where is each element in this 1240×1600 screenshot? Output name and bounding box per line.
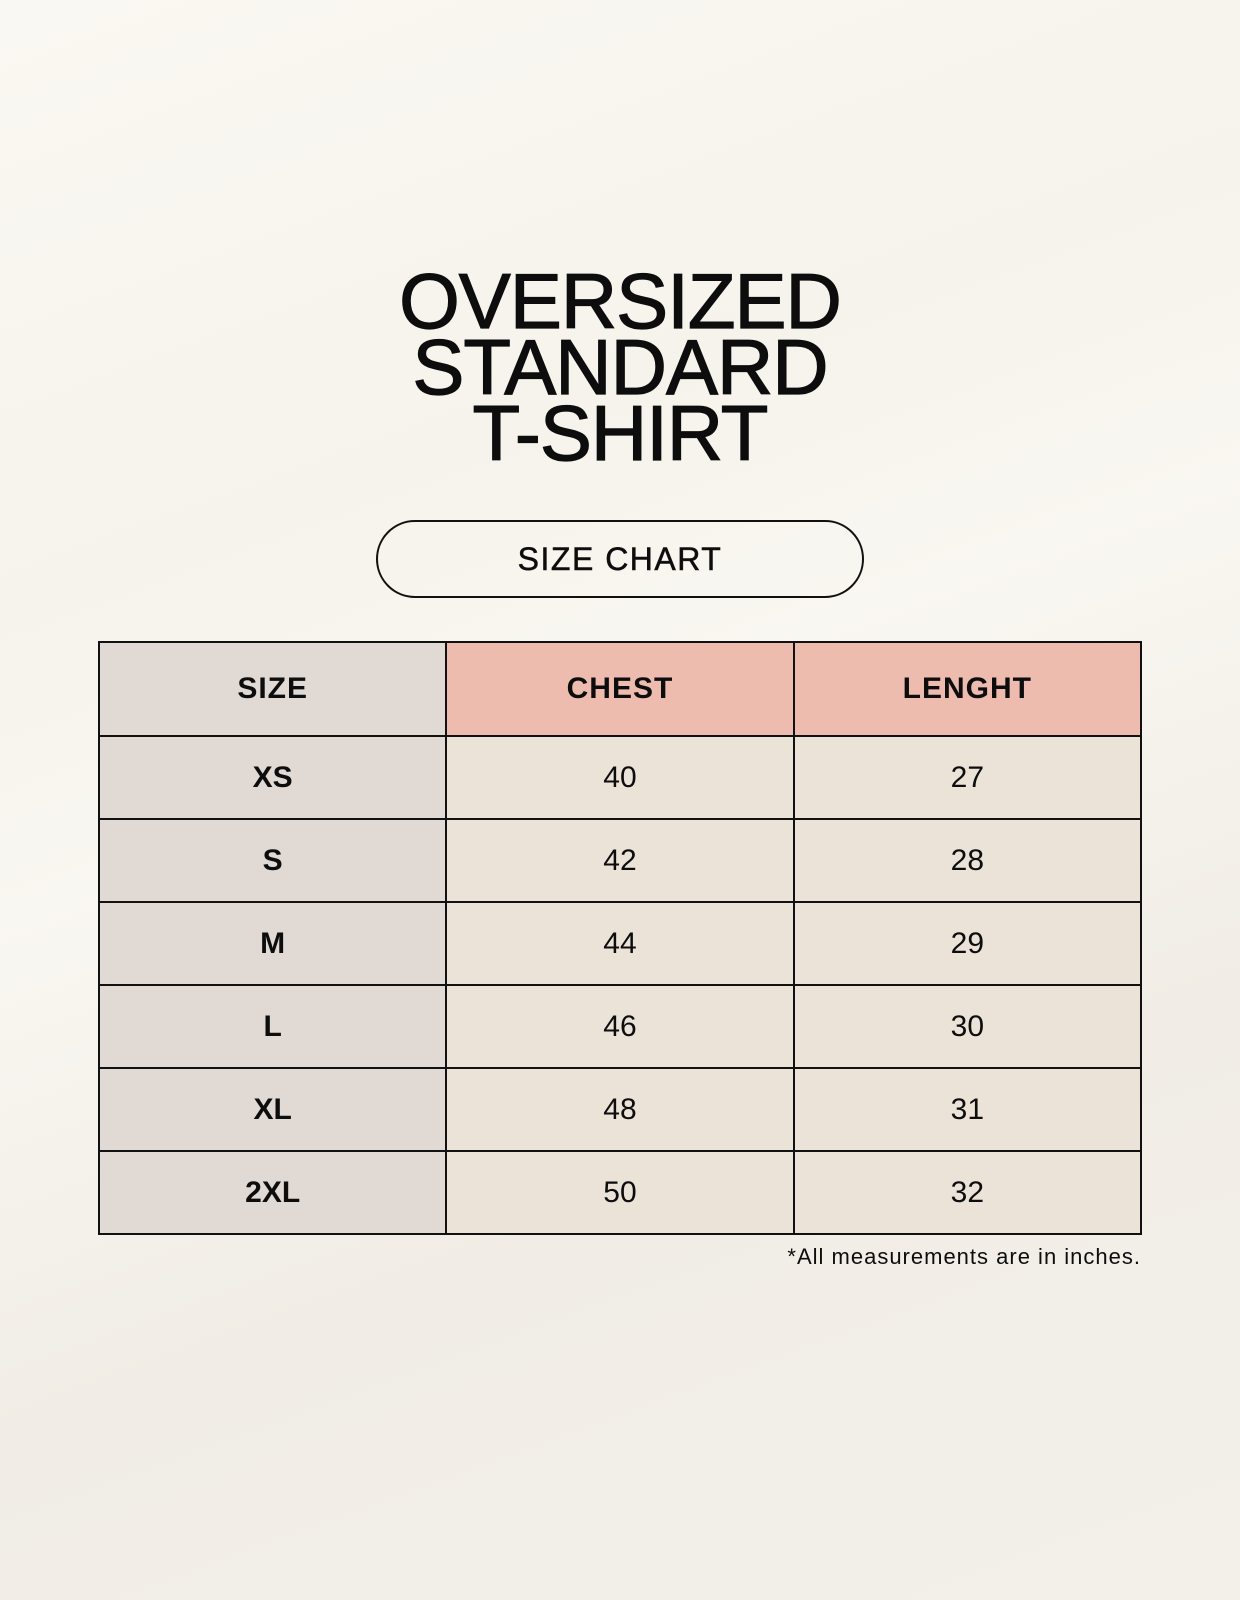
cell-size: 2XL [97,1150,448,1235]
cell-chest: 50 [445,1150,795,1235]
cell-size: XS [97,735,448,820]
cell-length: 27 [792,735,1143,820]
table-row: L 46 30 [97,984,1143,1069]
cell-chest: 46 [445,984,795,1069]
size-table: SIZE CHEST LENGHT XS 40 27 S 42 28 M 44 29 L 46 30 X… [97,641,1143,1235]
table-row: S 42 28 [97,818,1143,903]
table-row: XL 48 31 [97,1067,1143,1152]
table-row: XS 40 27 [97,735,1143,820]
page-title: OVERSIZED STANDARD T-SHIRT [0,257,1240,477]
cell-length: 31 [792,1067,1143,1152]
cell-length: 30 [792,984,1143,1069]
cell-length: 29 [792,901,1143,986]
cell-chest: 44 [445,901,795,986]
cell-size: L [97,984,448,1069]
cell-length: 28 [792,818,1143,903]
size-chart-badge: SIZE CHART [376,520,864,598]
table-row: 2XL 50 32 [97,1150,1143,1235]
header-chest: CHEST [445,641,795,737]
title-line: OVERSIZED [399,257,843,345]
cell-length: 32 [792,1150,1143,1235]
title-line: STANDARD [412,323,829,411]
header-length: LENGHT [792,641,1143,737]
cell-chest: 42 [445,818,795,903]
footnote: *All measurements are in inches. [787,1244,1141,1269]
table-row: M 44 29 [97,901,1143,986]
cell-size: S [97,818,448,903]
table-header-row: SIZE CHEST LENGHT [97,641,1143,737]
title-line: T-SHIRT [472,389,769,477]
header-size: SIZE [97,641,448,737]
cell-size: XL [97,1067,448,1152]
cell-size: M [97,901,448,986]
cell-chest: 40 [445,735,795,820]
cell-chest: 48 [445,1067,795,1152]
